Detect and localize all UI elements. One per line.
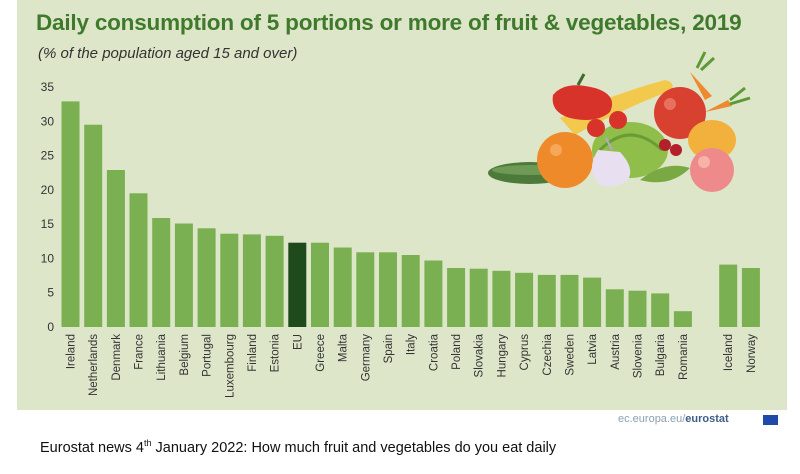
caption-prefix: Eurostat news 4	[40, 439, 144, 456]
y-tick-label: 15	[41, 217, 55, 231]
bar-austria	[605, 289, 624, 327]
x-tick-label: Romania	[678, 333, 690, 380]
bar-romania	[673, 311, 692, 327]
x-tick-label: Poland	[451, 334, 463, 370]
bar-belgium	[174, 223, 193, 327]
caption-superscript: th	[143, 438, 152, 448]
news-caption: Eurostat news 4th January 2022: How much…	[40, 438, 556, 456]
bar-sweden	[560, 274, 579, 327]
x-tick-label: EU	[292, 334, 304, 350]
x-tick-label: Lithuania	[156, 333, 168, 380]
bar-germany	[356, 252, 375, 327]
bar-portugal	[197, 228, 216, 327]
x-tick-label: Luxembourg	[224, 334, 236, 398]
fruit-vegetables-illustration	[488, 51, 751, 192]
x-tick-label: Cyprus	[519, 334, 531, 371]
bar-ireland	[61, 101, 80, 328]
y-tick-label: 20	[41, 183, 55, 197]
x-tick-label: Bulgaria	[655, 333, 667, 376]
chart-title: Daily consumption of 5 portions or more …	[36, 10, 742, 35]
x-tick-label: Czechia	[542, 333, 554, 375]
x-tick-label: Hungary	[496, 334, 508, 378]
eu-flag-icon	[763, 415, 778, 425]
credit-prefix: ec.europa.eu/	[618, 413, 686, 425]
bars	[61, 101, 760, 328]
bar-iceland	[719, 264, 738, 327]
bar-poland	[447, 268, 466, 327]
x-tick-label: Iceland	[723, 334, 735, 371]
x-tick-label: Italy	[406, 334, 418, 355]
y-tick-label: 25	[41, 149, 55, 163]
chart-subtitle: (% of the population aged 15 and over)	[38, 45, 298, 62]
bar-slovakia	[469, 268, 488, 327]
x-tick-label: Denmark	[111, 334, 123, 381]
x-axis-labels: Ireland Netherlands Denmark France Lithuania…	[66, 333, 758, 398]
bar-malta	[333, 247, 352, 327]
x-tick-label: Latvia	[587, 333, 599, 364]
bar-slovenia	[628, 290, 647, 327]
x-tick-label: Finland	[247, 334, 259, 372]
bar-hungary	[492, 270, 511, 327]
bar-estonia	[265, 235, 284, 327]
y-axis: 0 5 10 15 20 25 30 35	[41, 80, 55, 334]
y-tick-label: 0	[47, 320, 54, 334]
caption-rest: January 2022: How much fruit and vegetab…	[151, 439, 557, 456]
x-tick-label: Estonia	[270, 333, 282, 372]
bar-cyprus	[515, 272, 534, 327]
x-tick-label: Germany	[360, 334, 372, 382]
x-tick-label: Croatia	[428, 333, 440, 371]
source-credit: ec.europa.eu/eurostat	[618, 413, 729, 425]
bar-netherlands	[84, 124, 103, 327]
x-tick-label: Slovenia	[633, 333, 645, 378]
x-tick-label: Spain	[383, 334, 395, 363]
bar-denmark	[106, 170, 125, 327]
x-tick-label: Slovakia	[474, 333, 486, 377]
x-tick-label: Greece	[315, 334, 327, 372]
y-tick-label: 5	[47, 286, 54, 300]
y-tick-label: 30	[41, 114, 55, 128]
bar-norway	[741, 268, 760, 327]
x-tick-label: Malta	[338, 333, 350, 362]
y-tick-label: 35	[41, 80, 55, 94]
bar-finland	[242, 234, 261, 327]
bar-luxembourg	[220, 233, 239, 327]
x-tick-label: Austria	[610, 333, 622, 369]
y-tick-label: 10	[41, 251, 55, 265]
x-tick-label: Portugal	[202, 334, 214, 377]
bar-greece	[311, 242, 329, 327]
bar-czechia	[537, 274, 556, 327]
bar-italy	[401, 255, 420, 327]
bar-lithuania	[152, 218, 171, 327]
x-tick-label: Sweden	[565, 334, 577, 376]
x-tick-label: Belgium	[179, 334, 191, 376]
x-tick-label: Netherlands	[88, 334, 100, 396]
bar-france	[129, 193, 148, 327]
bar-spain	[379, 252, 397, 327]
bar-bulgaria	[651, 293, 670, 327]
bar-eu	[288, 242, 307, 327]
x-tick-label: France	[134, 334, 146, 370]
x-tick-label: Norway	[746, 334, 758, 373]
x-tick-label: Ireland	[66, 334, 78, 369]
bar-croatia	[424, 260, 443, 327]
bar-latvia	[583, 277, 602, 327]
credit-brand: eurostat	[685, 413, 729, 425]
